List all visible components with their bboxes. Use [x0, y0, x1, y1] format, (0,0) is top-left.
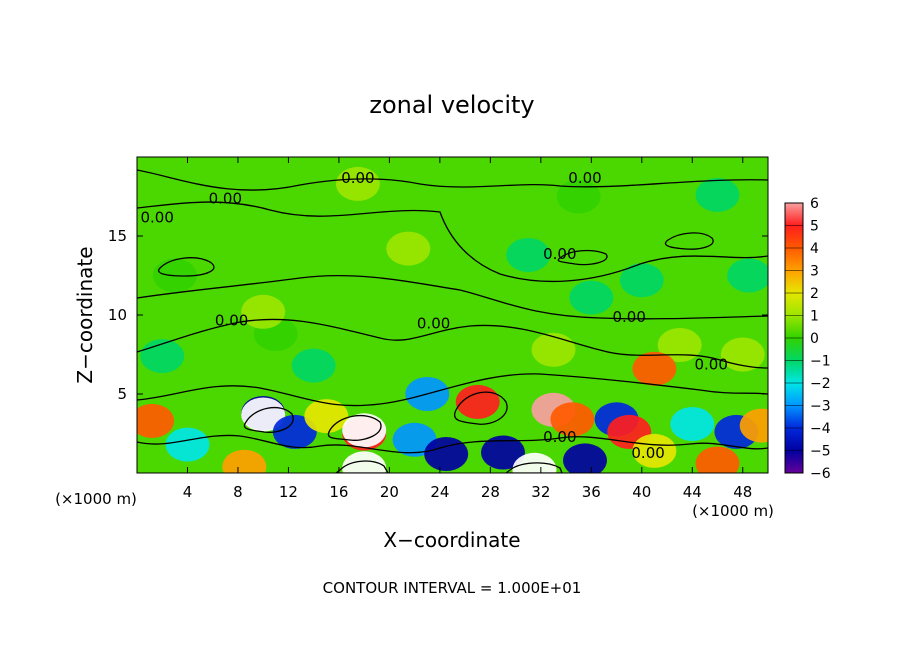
field-blob [342, 451, 387, 473]
contour-label: 0.00 [612, 308, 645, 326]
contour-label: 0.00 [417, 315, 450, 333]
contour-label: 0.00 [140, 209, 173, 227]
colorbar-tick-label: −4 [810, 421, 831, 437]
contour-label: 0.00 [341, 169, 374, 187]
contour-line [137, 318, 768, 369]
field-blob [556, 179, 601, 214]
colorbar-tick-label: 1 [810, 309, 819, 325]
y-tick-label: 10 [108, 306, 127, 324]
contour-line [454, 391, 508, 425]
colorbar-tick-label: −3 [810, 399, 831, 415]
contour-label: 0.00 [694, 356, 727, 374]
contour-label: 0.00 [543, 428, 576, 446]
heatmap-plot-area: 0.00 0.00 0.00 0.00 0.00 0.00 0.00 0.00 0.00 0.00… [136, 156, 769, 474]
velocity-field [137, 166, 768, 473]
x-axis-label: X−coordinate [383, 528, 520, 552]
x-tick-label: 32 [531, 483, 550, 501]
contour-line [334, 460, 389, 473]
field-blob [657, 328, 702, 362]
field-blob [739, 408, 768, 443]
y-tick-label: 5 [117, 385, 127, 403]
field-blob [727, 258, 768, 293]
contour-line [327, 414, 382, 441]
field-blob [563, 443, 607, 473]
colorbar-tick-label: −1 [810, 354, 831, 370]
contour-label: 0.00 [543, 245, 576, 263]
x-tick-label: 4 [183, 483, 193, 501]
zero-contour-lines [137, 169, 768, 473]
contour-label: 0.00 [215, 311, 248, 329]
colorbar-ticks: 6 5 4 3 2 1 0 −1 −2 −3 −4 −5 −6 [785, 196, 831, 482]
x-axis-ticks: 4 8 12 16 20 24 28 32 36 40 44 48 [183, 157, 752, 501]
contour-line [137, 201, 768, 283]
x-unit-label-right: (×1000 m) [692, 502, 774, 520]
contour-line [158, 257, 215, 277]
field-blob [424, 437, 469, 471]
footer-contour-interval: CONTOUR INTERVAL = 1.000E+01 [323, 579, 582, 597]
y-tick-label: 15 [108, 227, 127, 245]
contour-line [557, 249, 608, 266]
y-axis-label: Z−coordinate [73, 246, 97, 383]
field-blob [137, 403, 175, 438]
contour-label: 0.00 [631, 444, 664, 462]
x-unit-label-left: (×1000 m) [55, 490, 137, 508]
contour-line [137, 434, 768, 454]
field-blob [481, 435, 525, 470]
chart-title: zonal velocity [369, 91, 534, 119]
field-blob [506, 238, 551, 272]
field-blob [632, 351, 677, 386]
colorbar-tick-label: 3 [810, 264, 819, 280]
field-blob [342, 413, 387, 448]
field-blob [512, 452, 557, 473]
colorbar-tick-label: 4 [810, 241, 819, 257]
colorbar-tick-label: 5 [810, 219, 819, 235]
field-blob [165, 427, 210, 462]
x-tick-label: 36 [582, 483, 601, 501]
field-blob [569, 280, 614, 315]
field-blob [272, 414, 317, 449]
field-blob [304, 399, 349, 434]
contour-line [664, 232, 714, 250]
x-tick-label: 8 [233, 483, 243, 501]
field-blob [695, 177, 740, 212]
colorbar-tick-label: 0 [810, 331, 819, 347]
field-blob [695, 446, 740, 473]
contour-line [243, 406, 294, 433]
colorbar: 6 5 4 3 2 1 0 −1 −2 −3 −4 −5 −6 [784, 196, 831, 482]
field-blob [632, 433, 677, 468]
field-blob [550, 402, 595, 437]
field-blob [670, 407, 715, 441]
field-blob [222, 449, 267, 473]
contour-line [137, 169, 768, 191]
x-tick-label: 48 [733, 483, 752, 501]
colorbar-tick-label: −5 [810, 444, 831, 460]
x-tick-label: 28 [481, 483, 500, 501]
colorbar-tick-label: −6 [810, 466, 831, 482]
colorbar-tick-label: 6 [810, 196, 819, 212]
field-blob [241, 397, 286, 432]
x-tick-label: 16 [329, 483, 348, 501]
colorbar-tick-label: 2 [810, 286, 819, 302]
y-axis-ticks: 5 10 15 [108, 227, 768, 403]
field-blob [335, 166, 380, 201]
contour-labels: 0.00 0.00 0.00 0.00 0.00 0.00 0.00 0.00 0.00 0.00… [140, 169, 727, 462]
field-blob [386, 231, 431, 266]
x-tick-label: 40 [632, 483, 651, 501]
contour-label: 0.00 [209, 190, 242, 208]
colorbar-tick-label: −2 [810, 376, 831, 392]
field-blob [619, 263, 664, 298]
x-tick-label: 12 [279, 483, 298, 501]
x-tick-label: 44 [683, 483, 702, 501]
x-tick-label: 24 [430, 483, 449, 501]
contour-label: 0.00 [568, 169, 601, 187]
contour-line [137, 274, 768, 320]
contour-line [504, 462, 563, 473]
field-blob [531, 332, 576, 367]
field-blob [291, 348, 336, 383]
field-blob [455, 384, 500, 419]
x-tick-label: 20 [380, 483, 399, 501]
contour-line [137, 373, 768, 407]
